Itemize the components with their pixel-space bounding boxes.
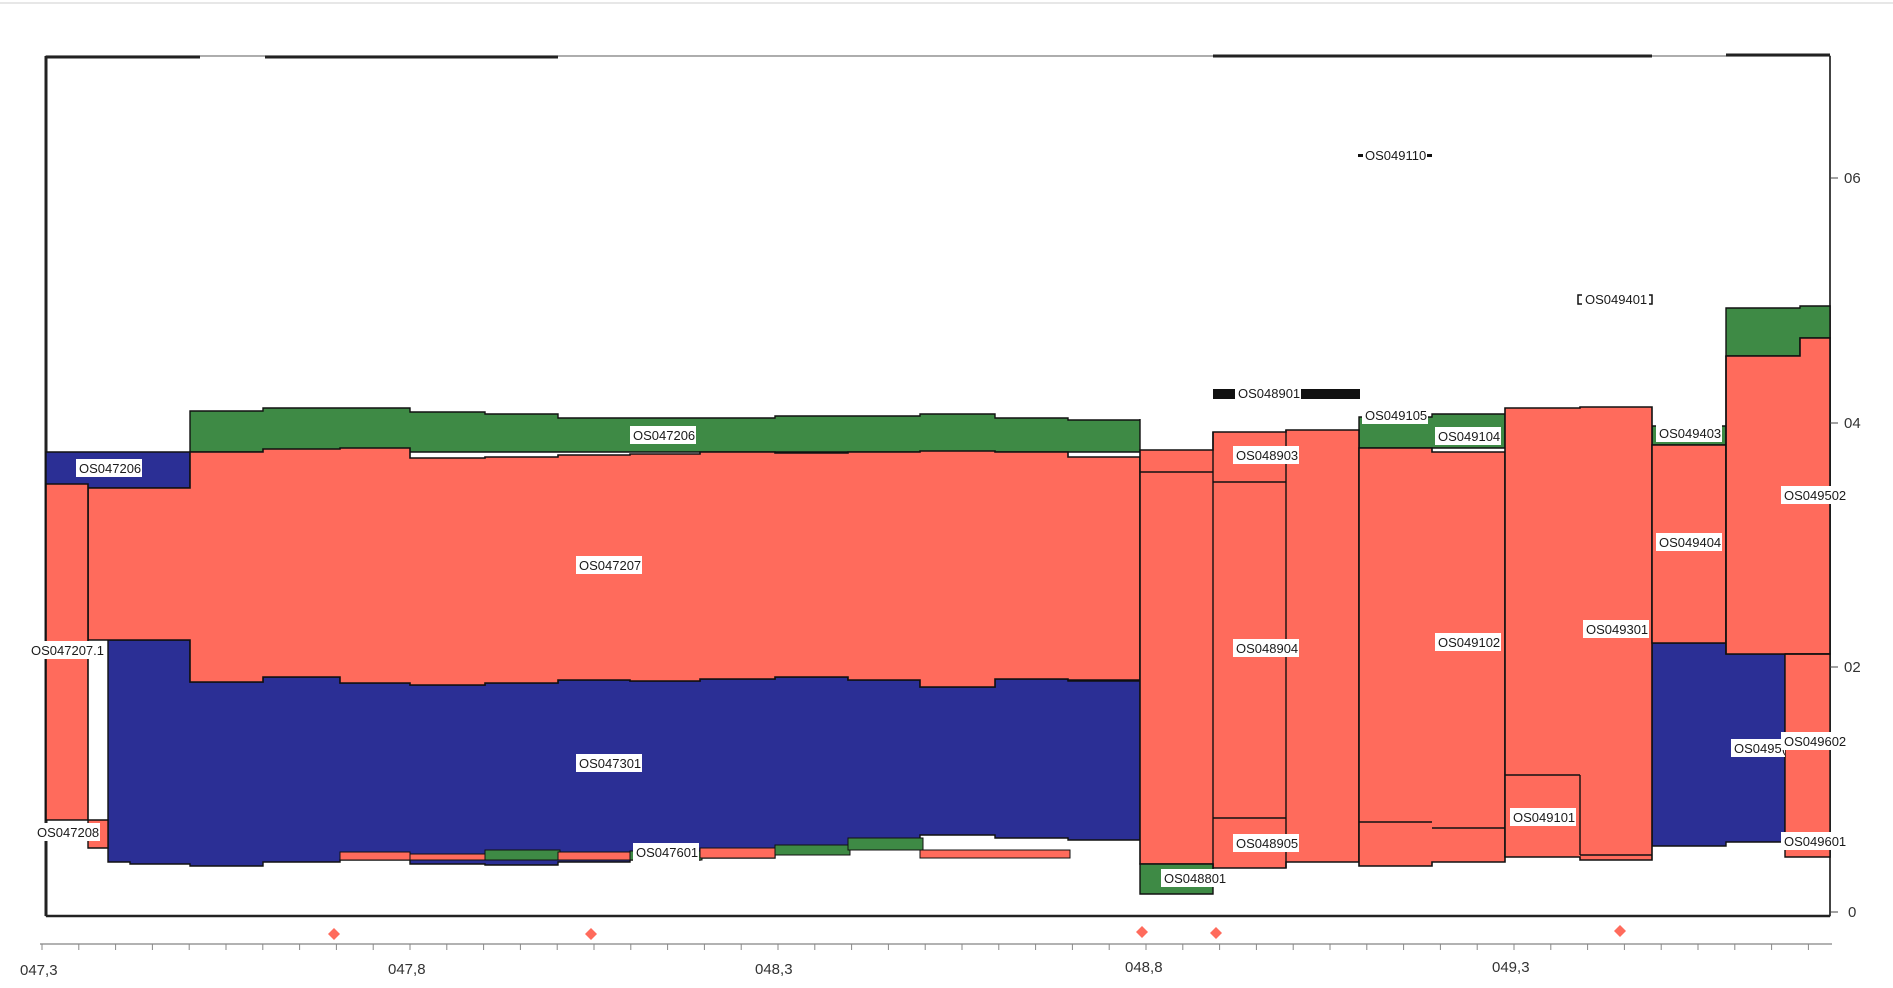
x-axis: 047,3 047,8 048,3 048,8 049,3	[20, 925, 1832, 979]
svg-text:OS047601: OS047601	[636, 845, 698, 860]
label-os048905: OS048905	[1233, 834, 1299, 852]
y-axis: 06 04 02 0	[1830, 170, 1861, 921]
label-os047301: OS047301	[576, 754, 642, 772]
unit-os047601	[339, 837, 1071, 861]
label-os049602: OS049602	[1781, 732, 1847, 750]
y-tick-02: 02	[1844, 659, 1861, 676]
x-tick-048-8: 048,8	[1125, 959, 1163, 976]
svg-text:OS0495(: OS0495(	[1734, 741, 1787, 756]
svg-text:OS048901: OS048901	[1238, 386, 1300, 401]
svg-text:OS049502: OS049502	[1784, 488, 1846, 503]
label-os047208: OS047208	[34, 823, 100, 841]
label-os049601: OS049601	[1781, 832, 1847, 850]
svg-text:OS049602: OS049602	[1784, 734, 1846, 749]
label-os049105: OS049105	[1362, 406, 1428, 424]
label-os047206b: OS047206	[630, 426, 696, 444]
x-tick-047-8: 047,8	[388, 961, 426, 978]
svg-text:OS048904: OS048904	[1236, 641, 1298, 656]
svg-text:OS048903: OS048903	[1236, 448, 1298, 463]
frame-top-segments	[46, 53, 1830, 59]
svg-text:OS047206: OS047206	[79, 461, 141, 476]
label-os049102: OS049102	[1435, 633, 1501, 651]
unit-os049602	[1784, 653, 1831, 858]
y-tick-06: 06	[1844, 170, 1861, 187]
label-os047601: OS047601	[633, 843, 699, 861]
label-os048801: OS048801	[1161, 869, 1227, 887]
unit-os049401	[1577, 294, 1653, 305]
x-tick-049-3: 049,3	[1492, 959, 1530, 976]
label-os049104: OS049104	[1435, 427, 1501, 445]
svg-text:OS049601: OS049601	[1784, 834, 1846, 849]
label-os049501: OS0495(	[1731, 739, 1787, 757]
marker-diamonds	[328, 925, 1626, 940]
unit-os049301	[1504, 406, 1653, 861]
label-os048904: OS048904	[1233, 639, 1299, 657]
label-os049110: OS049110	[1363, 147, 1427, 163]
svg-text:OS047207.1: OS047207.1	[31, 643, 104, 658]
unit-os048901	[1213, 389, 1360, 399]
label-os049502: OS049502	[1781, 486, 1847, 504]
svg-text:OS049104: OS049104	[1438, 429, 1500, 444]
svg-text:OS049105: OS049105	[1365, 408, 1427, 423]
label-os047207: OS047207	[576, 556, 642, 574]
svg-text:OS047208: OS047208	[37, 825, 99, 840]
svg-text:OS047207: OS047207	[579, 558, 641, 573]
label-os048901: OS048901	[1235, 384, 1301, 402]
label-os049401: OS049401	[1583, 291, 1649, 307]
svg-text:OS049404: OS049404	[1659, 535, 1721, 550]
unit-os049110	[1358, 154, 1432, 157]
label-os047206: OS047206	[76, 459, 142, 477]
svg-text:OS049110: OS049110	[1365, 148, 1426, 163]
y-tick-04: 04	[1844, 415, 1861, 432]
x-tick-047-3: 047,3	[20, 962, 58, 979]
label-os049403: OS049403	[1656, 424, 1722, 442]
label-os049101: OS049101	[1510, 808, 1576, 826]
unit-labels: OS047206 OS047207 OS047207.1 OS047208 OS…	[30, 147, 1847, 887]
svg-text:OS049101: OS049101	[1513, 810, 1575, 825]
svg-text:OS049403: OS049403	[1659, 426, 1721, 441]
svg-text:OS047206: OS047206	[633, 428, 695, 443]
svg-text:OS049401: OS049401	[1585, 292, 1647, 307]
label-os049404: OS049404	[1656, 533, 1722, 551]
x-tick-048-3: 048,3	[755, 961, 793, 978]
label-os049301: OS049301	[1583, 620, 1649, 638]
svg-text:OS049102: OS049102	[1438, 635, 1500, 650]
label-os048903: OS048903	[1233, 446, 1299, 464]
svg-text:OS049301: OS049301	[1586, 622, 1648, 637]
label-os047207-1: OS047207.1	[30, 641, 106, 659]
y-tick-0: 0	[1848, 904, 1856, 921]
svg-text:OS048801: OS048801	[1164, 871, 1226, 886]
unit-os049102	[1358, 447, 1506, 867]
svg-text:OS048905: OS048905	[1236, 836, 1298, 851]
svg-text:OS047301: OS047301	[579, 756, 641, 771]
